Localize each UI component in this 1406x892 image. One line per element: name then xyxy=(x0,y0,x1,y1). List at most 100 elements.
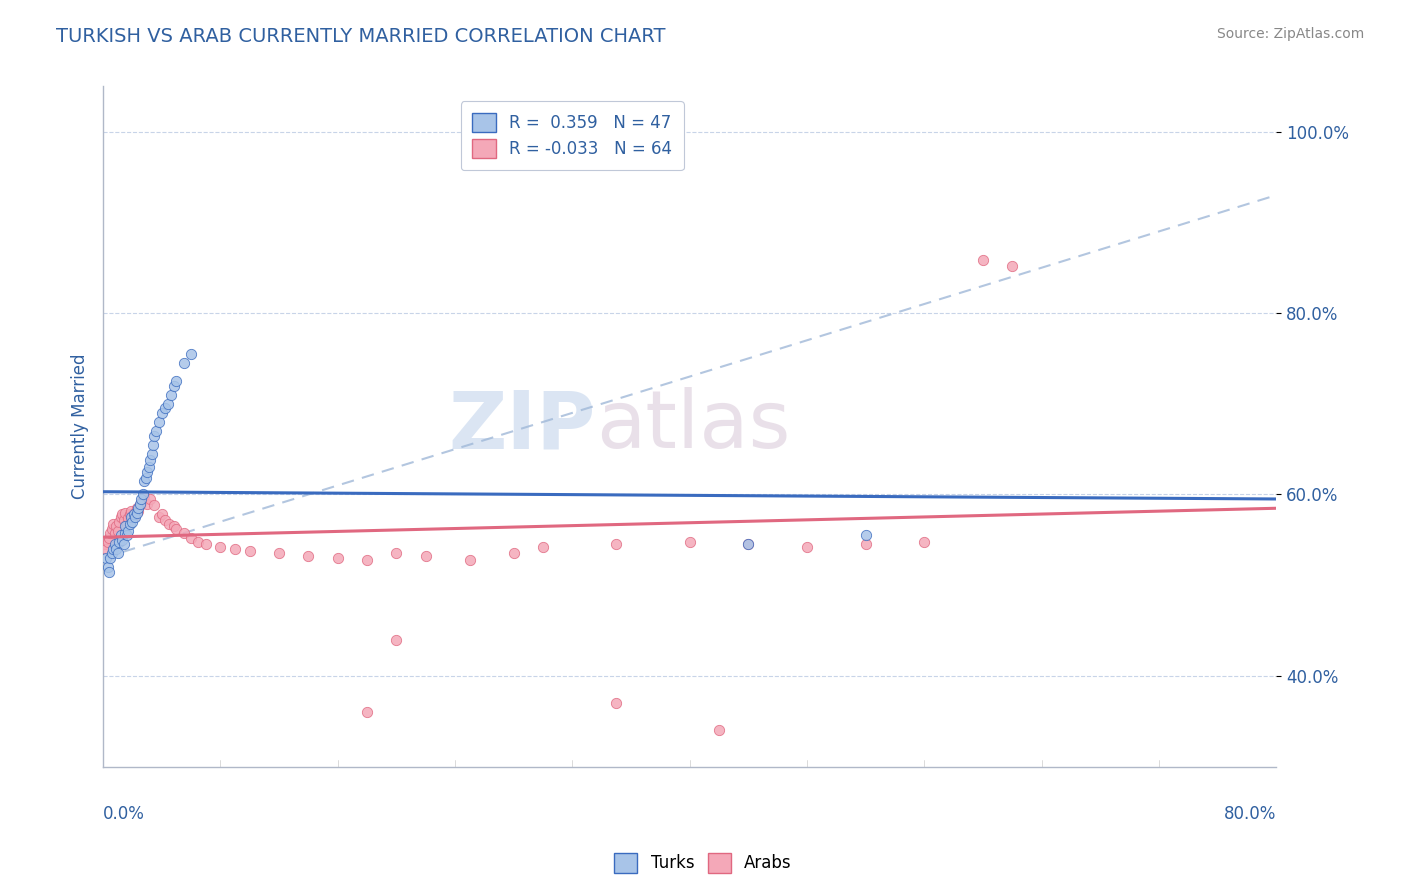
Point xyxy=(855,528,877,542)
Point xyxy=(326,551,349,566)
Point xyxy=(458,553,481,567)
Point xyxy=(110,510,132,524)
Point xyxy=(108,515,131,529)
Point xyxy=(972,253,994,268)
Point xyxy=(111,533,134,547)
Point xyxy=(117,511,139,525)
Point xyxy=(114,525,136,540)
Point xyxy=(209,540,232,554)
Point xyxy=(114,506,136,520)
Point xyxy=(115,528,138,542)
Point xyxy=(112,537,135,551)
Point xyxy=(136,497,159,511)
Point xyxy=(678,534,700,549)
Point xyxy=(148,415,170,429)
Point xyxy=(173,356,195,370)
Point xyxy=(153,513,176,527)
Point xyxy=(855,537,877,551)
Point xyxy=(141,447,163,461)
Point xyxy=(356,553,378,567)
Point xyxy=(128,497,150,511)
Point xyxy=(502,546,524,560)
Text: ZIP: ZIP xyxy=(449,387,596,466)
Point xyxy=(110,528,132,542)
Point xyxy=(385,546,408,560)
Point xyxy=(103,516,125,531)
Point xyxy=(93,537,115,551)
Point xyxy=(707,723,730,738)
Point xyxy=(150,508,173,522)
Y-axis label: Currently Married: Currently Married xyxy=(72,354,89,500)
Legend: Turks, Arabs: Turks, Arabs xyxy=(607,847,799,880)
Point xyxy=(159,388,181,402)
Legend: R =  0.359   N = 47, R = -0.033   N = 64: R = 0.359 N = 47, R = -0.033 N = 64 xyxy=(461,102,683,170)
Point xyxy=(143,428,166,442)
Point xyxy=(136,465,159,479)
Point xyxy=(173,525,195,540)
Point xyxy=(415,549,437,564)
Text: 0.0%: 0.0% xyxy=(103,805,145,823)
Point xyxy=(125,506,148,520)
Point xyxy=(153,401,176,416)
Point xyxy=(224,541,246,556)
Point xyxy=(94,541,117,556)
Point xyxy=(115,516,138,531)
Point xyxy=(101,546,124,560)
Point xyxy=(124,506,146,520)
Point xyxy=(737,537,759,551)
Point xyxy=(100,525,122,540)
Point xyxy=(118,508,141,522)
Text: atlas: atlas xyxy=(596,387,790,466)
Point xyxy=(127,504,149,518)
Point xyxy=(120,504,142,518)
Point xyxy=(737,537,759,551)
Point xyxy=(297,549,319,564)
Point xyxy=(128,499,150,513)
Point xyxy=(796,540,818,554)
Point xyxy=(114,519,136,533)
Point xyxy=(187,534,209,549)
Point xyxy=(127,501,149,516)
Point xyxy=(103,541,125,556)
Point xyxy=(162,378,184,392)
Point xyxy=(156,397,179,411)
Point xyxy=(148,510,170,524)
Point xyxy=(605,537,627,551)
Point xyxy=(132,487,155,501)
Point xyxy=(531,540,554,554)
Point xyxy=(104,537,127,551)
Point xyxy=(165,374,187,388)
Point xyxy=(112,513,135,527)
Point xyxy=(124,510,146,524)
Text: Source: ZipAtlas.com: Source: ZipAtlas.com xyxy=(1216,27,1364,41)
Point xyxy=(385,632,408,647)
Point xyxy=(180,531,202,545)
Point xyxy=(165,522,187,536)
Point xyxy=(96,560,118,574)
Point xyxy=(111,508,134,522)
Point xyxy=(129,495,152,509)
Point xyxy=(129,491,152,506)
Point xyxy=(605,696,627,710)
Point xyxy=(96,534,118,549)
Point xyxy=(104,525,127,540)
Point xyxy=(98,531,121,545)
Point xyxy=(134,489,156,503)
Point xyxy=(239,543,262,558)
Point xyxy=(145,424,167,438)
Point xyxy=(118,516,141,531)
Text: 80.0%: 80.0% xyxy=(1223,805,1277,823)
Point xyxy=(150,406,173,420)
Point xyxy=(108,534,131,549)
Point xyxy=(117,524,139,538)
Point xyxy=(100,551,122,566)
Point xyxy=(139,491,162,506)
Point xyxy=(267,546,290,560)
Point xyxy=(135,471,157,485)
Point xyxy=(142,437,165,451)
Point xyxy=(134,474,156,488)
Point xyxy=(356,705,378,719)
Point xyxy=(98,565,121,579)
Point xyxy=(143,499,166,513)
Point xyxy=(105,519,128,533)
